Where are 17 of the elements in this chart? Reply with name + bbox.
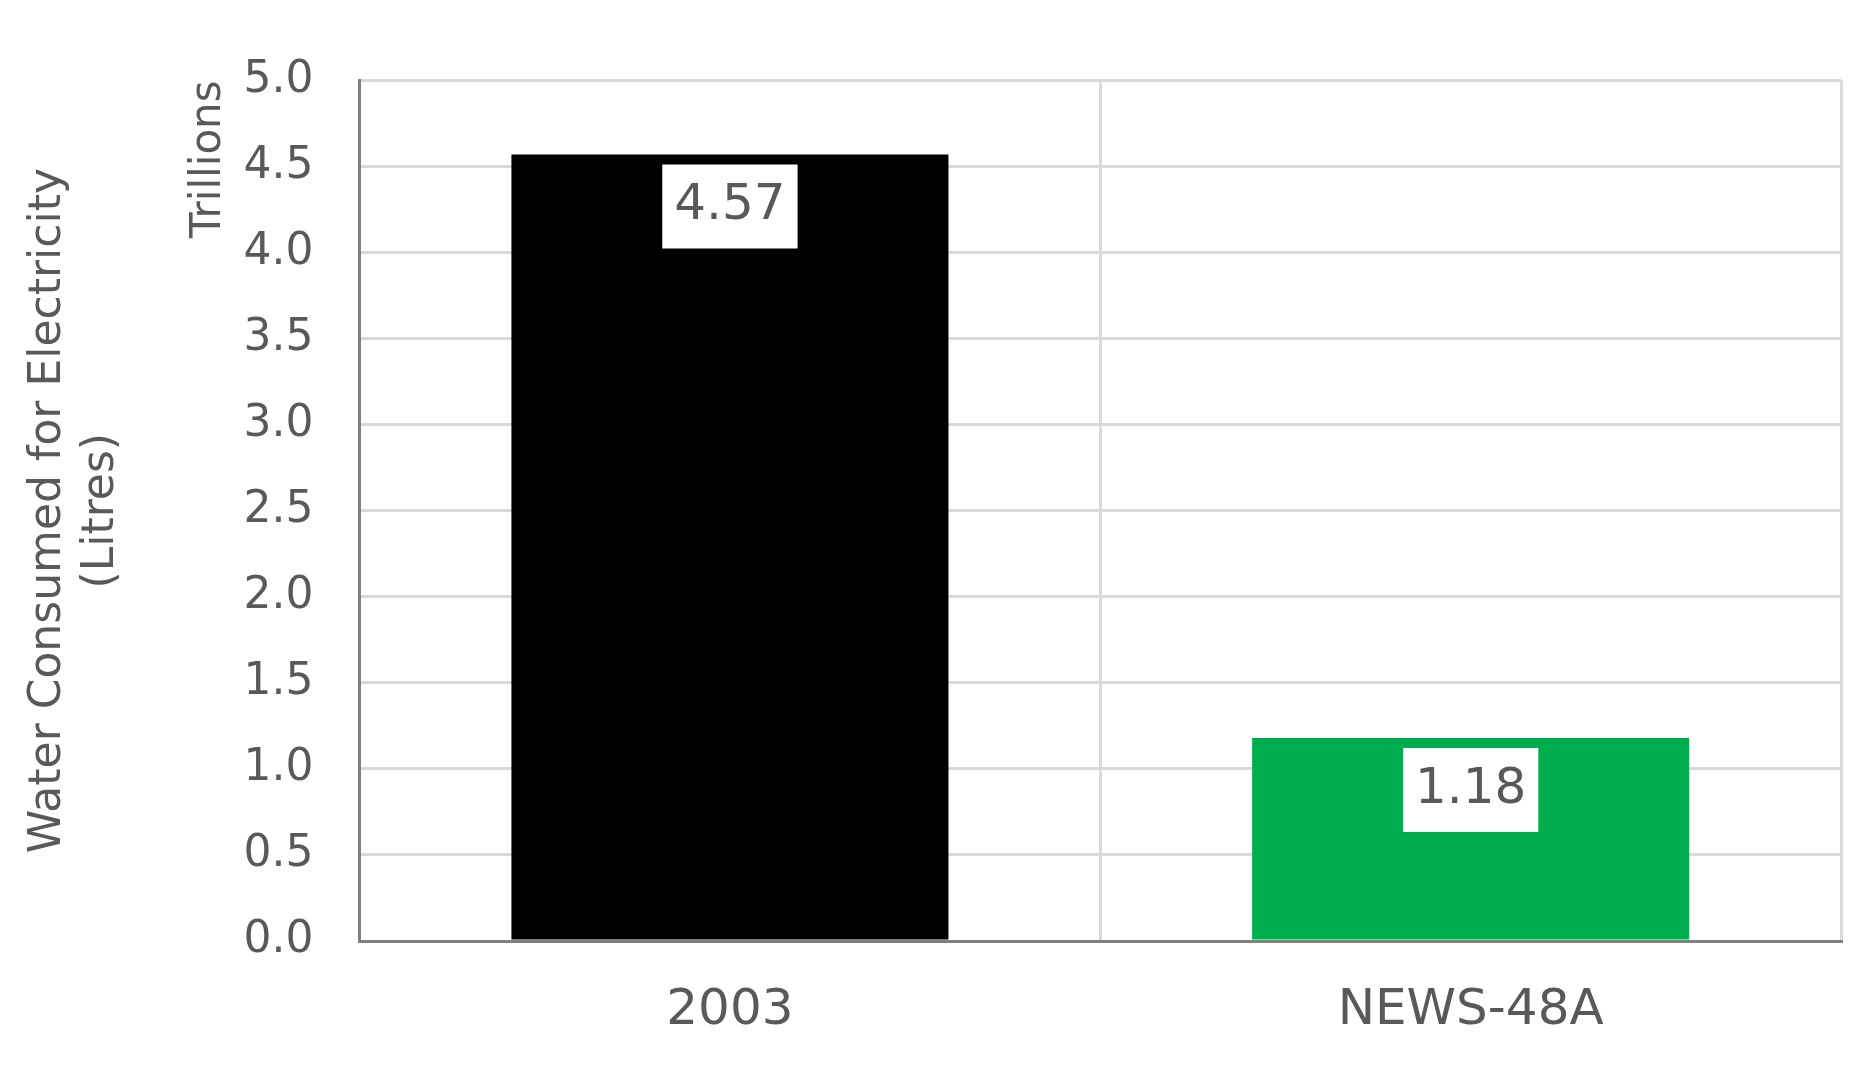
text: Trillions [181,80,231,240]
y-tick-label: 2.0 [243,567,314,619]
y-axis-title: Water Consumed for Electricity (Litres) [18,168,123,854]
x-tick-label: 2003 [666,977,794,1036]
y-tick-label: 0.0 [243,911,314,963]
y-tick-label: 3.0 [243,395,314,447]
data-label: 1.18 [1414,756,1527,815]
y-tick-label: 4.5 [243,136,314,188]
y-tick-label: 2.5 [243,481,314,533]
data-label: 4.57 [674,173,786,232]
y-tick-label: 1.5 [243,653,314,705]
y-tick-label: 4.0 [243,222,314,274]
y-tick-label: 5.0 [243,50,314,102]
y-tick-label: 1.0 [243,739,314,791]
y-tick-label: 3.5 [243,309,314,361]
y-tick-label: 0.5 [243,825,314,877]
x-tick-label: NEWS-48A [1337,977,1604,1036]
